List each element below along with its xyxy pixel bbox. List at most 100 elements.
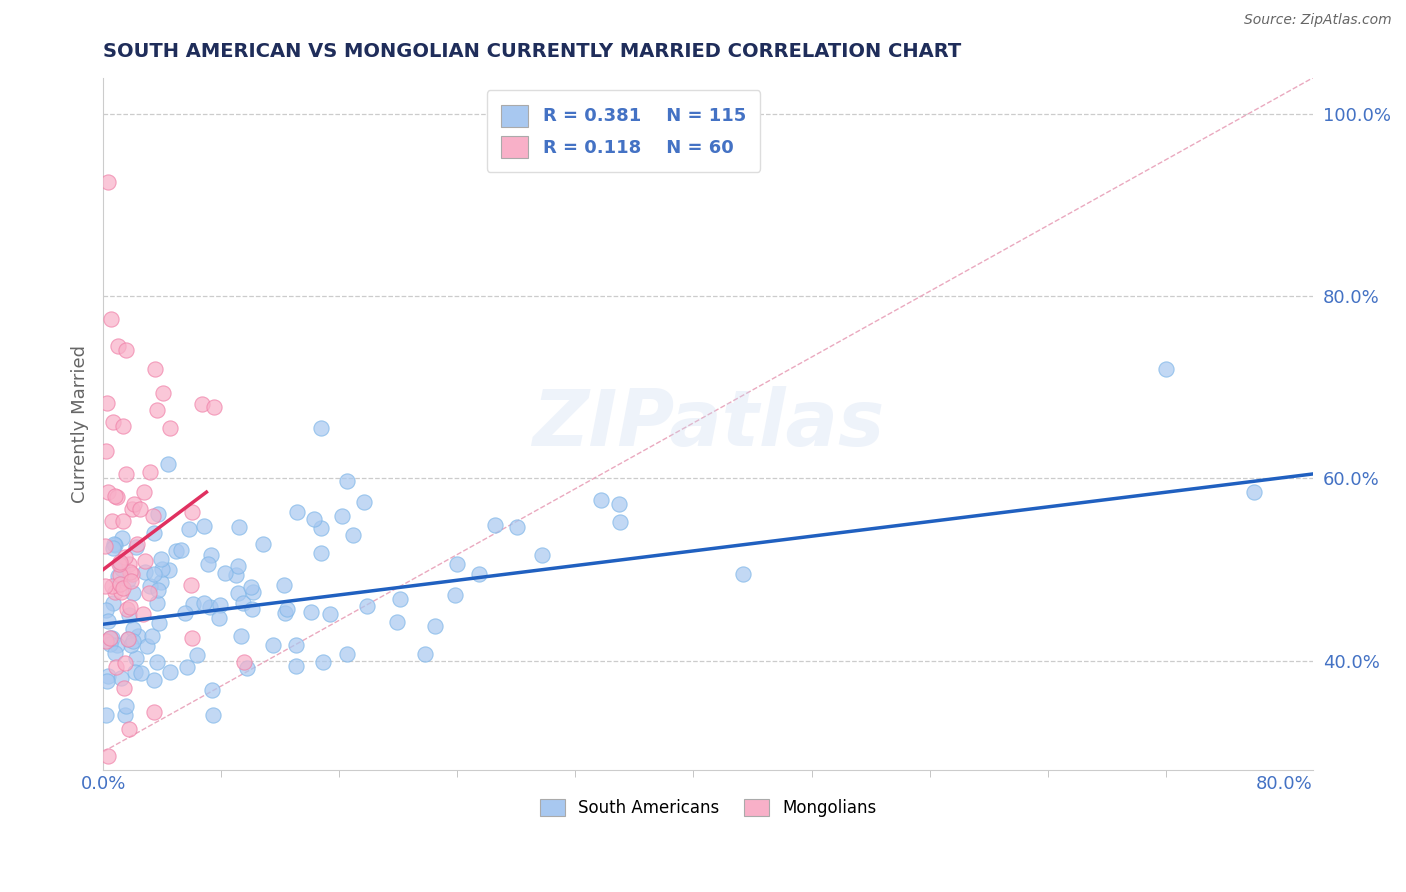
Point bbox=[731, 567, 754, 582]
Point bbox=[96, 175, 118, 189]
Y-axis label: Currently Married: Currently Married bbox=[72, 345, 89, 503]
Point bbox=[115, 467, 138, 482]
Point bbox=[96, 673, 118, 688]
Point bbox=[1243, 485, 1265, 500]
Point bbox=[105, 490, 128, 504]
Point bbox=[120, 638, 142, 652]
Point bbox=[336, 475, 359, 489]
Point bbox=[129, 501, 152, 516]
Point bbox=[142, 526, 165, 541]
Text: Source: ZipAtlas.com: Source: ZipAtlas.com bbox=[1244, 13, 1392, 28]
Point bbox=[146, 403, 169, 417]
Point bbox=[103, 539, 125, 553]
Point bbox=[425, 619, 447, 633]
Point bbox=[226, 585, 249, 599]
Legend: South Americans, Mongolians: South Americans, Mongolians bbox=[533, 792, 883, 824]
Point bbox=[108, 557, 131, 571]
Point bbox=[201, 683, 224, 698]
Point bbox=[413, 648, 436, 662]
Point bbox=[111, 419, 134, 434]
Point bbox=[134, 554, 156, 568]
Point bbox=[122, 634, 145, 648]
Point bbox=[101, 631, 124, 645]
Point bbox=[114, 657, 136, 671]
Point bbox=[232, 596, 254, 610]
Point bbox=[299, 605, 322, 619]
Point bbox=[319, 607, 342, 621]
Point bbox=[96, 708, 118, 723]
Point bbox=[107, 339, 129, 353]
Point bbox=[98, 637, 121, 651]
Point bbox=[607, 497, 630, 511]
Point bbox=[114, 698, 136, 713]
Point bbox=[177, 522, 200, 536]
Point bbox=[198, 600, 221, 615]
Point bbox=[262, 638, 284, 652]
Point bbox=[112, 681, 135, 695]
Point bbox=[146, 583, 169, 598]
Point bbox=[225, 568, 247, 582]
Point bbox=[201, 708, 224, 723]
Point bbox=[145, 596, 167, 610]
Point bbox=[176, 660, 198, 674]
Point bbox=[127, 629, 149, 643]
Point bbox=[101, 541, 124, 555]
Point bbox=[111, 581, 134, 595]
Point bbox=[142, 567, 165, 582]
Point bbox=[252, 537, 274, 551]
Point bbox=[150, 575, 173, 590]
Point bbox=[138, 586, 160, 600]
Point bbox=[118, 607, 141, 622]
Point bbox=[388, 592, 411, 607]
Point bbox=[94, 634, 117, 648]
Point bbox=[121, 566, 143, 581]
Point bbox=[121, 585, 143, 599]
Point bbox=[589, 493, 612, 508]
Point bbox=[97, 614, 120, 628]
Point bbox=[150, 552, 173, 566]
Point bbox=[117, 632, 139, 647]
Point bbox=[101, 595, 124, 609]
Point bbox=[208, 598, 231, 612]
Point bbox=[104, 489, 127, 503]
Point bbox=[157, 563, 180, 577]
Point bbox=[93, 579, 115, 593]
Point bbox=[110, 567, 132, 582]
Point bbox=[117, 632, 139, 646]
Point bbox=[443, 588, 465, 602]
Point bbox=[152, 386, 174, 401]
Point bbox=[180, 578, 202, 592]
Point bbox=[242, 601, 264, 615]
Point bbox=[110, 584, 132, 599]
Point bbox=[111, 562, 134, 576]
Point bbox=[506, 520, 529, 534]
Point bbox=[131, 665, 153, 680]
Point bbox=[336, 647, 359, 661]
Point bbox=[231, 629, 253, 643]
Text: ZIPatlas: ZIPatlas bbox=[531, 386, 884, 462]
Point bbox=[101, 415, 124, 429]
Point bbox=[330, 508, 353, 523]
Point bbox=[96, 396, 118, 410]
Point bbox=[152, 562, 174, 576]
Point bbox=[132, 485, 155, 500]
Point bbox=[170, 543, 193, 558]
Point bbox=[143, 362, 166, 376]
Point bbox=[484, 517, 506, 532]
Point bbox=[93, 539, 115, 553]
Point bbox=[165, 544, 187, 558]
Point bbox=[120, 566, 142, 580]
Point bbox=[311, 546, 333, 560]
Point bbox=[104, 659, 127, 673]
Point bbox=[139, 579, 162, 593]
Point bbox=[124, 497, 146, 511]
Point bbox=[197, 557, 219, 571]
Point bbox=[202, 400, 225, 414]
Point bbox=[274, 606, 297, 620]
Point bbox=[97, 485, 120, 500]
Point bbox=[141, 629, 163, 643]
Point bbox=[100, 514, 122, 528]
Point bbox=[180, 631, 202, 645]
Point bbox=[131, 607, 153, 621]
Point bbox=[96, 749, 118, 764]
